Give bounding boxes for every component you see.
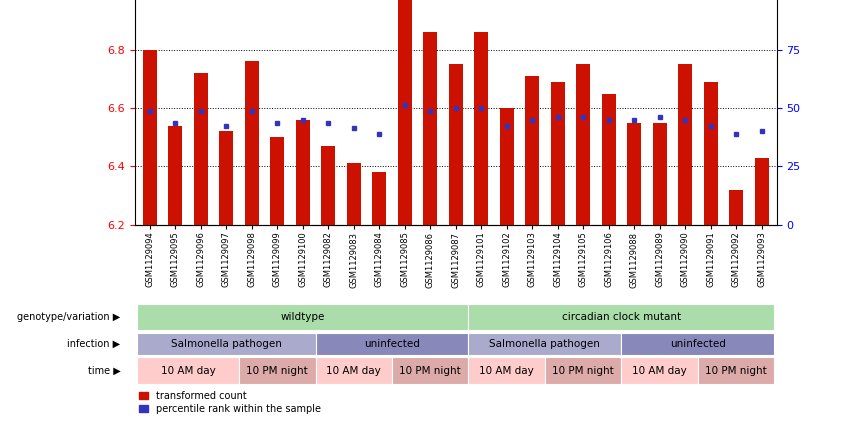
Bar bbox=[315, 357, 392, 384]
Bar bbox=[143, 50, 157, 225]
Text: wildtype: wildtype bbox=[280, 312, 325, 322]
Bar bbox=[449, 64, 463, 225]
Bar bbox=[194, 73, 207, 225]
Text: 10 AM day: 10 AM day bbox=[161, 365, 215, 376]
Bar bbox=[469, 357, 545, 384]
Bar bbox=[270, 137, 285, 225]
Bar bbox=[469, 332, 621, 355]
Bar bbox=[398, 0, 411, 225]
Text: uninfected: uninfected bbox=[670, 339, 726, 349]
Bar bbox=[474, 32, 488, 225]
Bar bbox=[545, 357, 621, 384]
Bar bbox=[424, 32, 437, 225]
Text: 10 PM night: 10 PM night bbox=[552, 365, 614, 376]
Bar bbox=[653, 123, 667, 225]
Bar bbox=[627, 123, 641, 225]
Bar bbox=[704, 82, 718, 225]
Bar bbox=[621, 332, 774, 355]
Text: 10 AM day: 10 AM day bbox=[632, 365, 687, 376]
Text: circadian clock mutant: circadian clock mutant bbox=[562, 312, 681, 322]
Bar bbox=[372, 172, 386, 225]
Bar bbox=[525, 76, 539, 225]
Bar bbox=[698, 357, 774, 384]
Text: 10 AM day: 10 AM day bbox=[326, 365, 381, 376]
Bar bbox=[754, 158, 768, 225]
Bar bbox=[137, 357, 239, 384]
Text: 10 AM day: 10 AM day bbox=[479, 365, 534, 376]
Legend: transformed count, percentile rank within the sample: transformed count, percentile rank withi… bbox=[140, 391, 321, 414]
Bar bbox=[239, 357, 315, 384]
Text: genotype/variation ▶: genotype/variation ▶ bbox=[17, 312, 121, 322]
Bar bbox=[315, 332, 469, 355]
Bar bbox=[602, 93, 615, 225]
Bar bbox=[576, 64, 590, 225]
Bar bbox=[168, 126, 182, 225]
Bar bbox=[392, 357, 469, 384]
Bar bbox=[296, 120, 310, 225]
Bar bbox=[621, 357, 698, 384]
Text: uninfected: uninfected bbox=[364, 339, 420, 349]
Bar bbox=[729, 190, 743, 225]
Bar bbox=[346, 163, 361, 225]
Bar bbox=[469, 304, 774, 330]
Text: time ▶: time ▶ bbox=[88, 365, 121, 376]
Bar bbox=[321, 146, 335, 225]
Text: Salmonella pathogen: Salmonella pathogen bbox=[171, 339, 282, 349]
Bar bbox=[550, 82, 565, 225]
Bar bbox=[245, 61, 259, 225]
Bar bbox=[500, 108, 514, 225]
Bar bbox=[220, 132, 233, 225]
Bar bbox=[137, 332, 315, 355]
Text: Salmonella pathogen: Salmonella pathogen bbox=[490, 339, 601, 349]
Bar bbox=[137, 304, 469, 330]
Text: 10 PM night: 10 PM night bbox=[705, 365, 767, 376]
Text: infection ▶: infection ▶ bbox=[68, 339, 121, 349]
Text: 10 PM night: 10 PM night bbox=[399, 365, 461, 376]
Bar bbox=[678, 64, 692, 225]
Text: 10 PM night: 10 PM night bbox=[247, 365, 308, 376]
